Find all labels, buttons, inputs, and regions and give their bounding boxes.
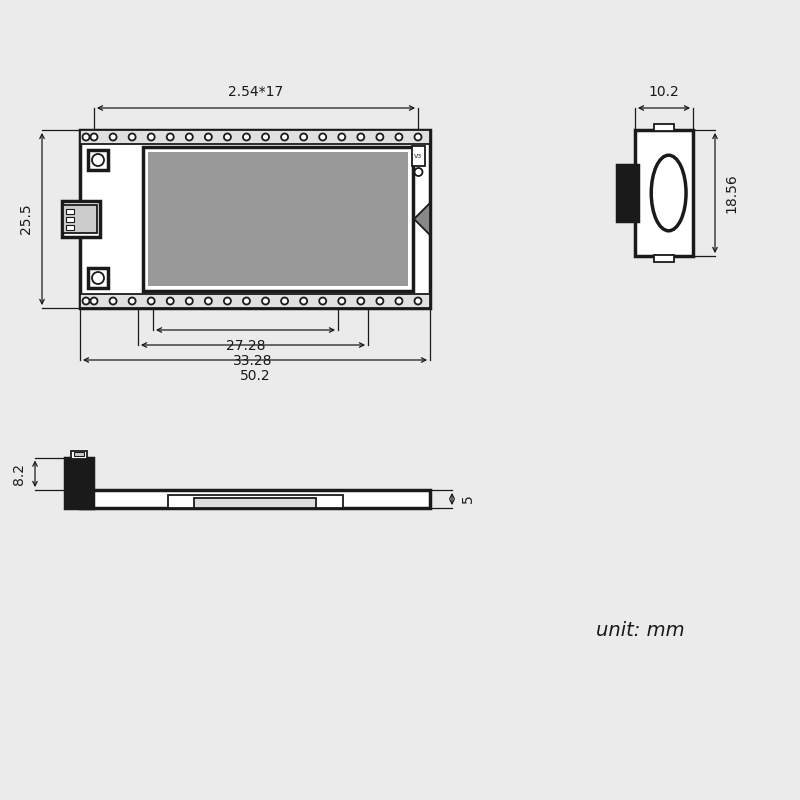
Bar: [635, 130, 693, 256]
Ellipse shape: [651, 155, 686, 230]
Bar: [74, 451, 84, 456]
Text: 8.2: 8.2: [12, 462, 26, 485]
Circle shape: [243, 134, 250, 141]
Bar: [62, 201, 100, 237]
Bar: [88, 150, 108, 170]
Bar: [412, 146, 425, 166]
Bar: [167, 495, 342, 508]
Circle shape: [90, 298, 98, 305]
Circle shape: [92, 272, 104, 284]
Circle shape: [300, 298, 307, 305]
Bar: [71, 450, 86, 458]
Bar: [80, 130, 430, 308]
Bar: [654, 255, 674, 262]
Circle shape: [414, 134, 422, 141]
Circle shape: [205, 134, 212, 141]
Text: 27.28: 27.28: [226, 339, 266, 353]
Circle shape: [338, 298, 346, 305]
Circle shape: [166, 134, 174, 141]
Bar: [654, 124, 674, 131]
Circle shape: [376, 298, 383, 305]
Circle shape: [110, 298, 117, 305]
Circle shape: [281, 298, 288, 305]
Circle shape: [414, 168, 422, 176]
Bar: [80, 294, 430, 308]
Text: V3: V3: [414, 154, 422, 158]
Circle shape: [395, 298, 402, 305]
Polygon shape: [414, 203, 430, 235]
Text: unit: mm: unit: mm: [596, 621, 684, 639]
Circle shape: [300, 134, 307, 141]
Circle shape: [319, 298, 326, 305]
Circle shape: [262, 134, 269, 141]
Bar: [66, 209, 74, 214]
Bar: [66, 225, 74, 230]
Circle shape: [395, 134, 402, 141]
Text: 18.56: 18.56: [724, 173, 738, 213]
Circle shape: [129, 134, 136, 141]
Circle shape: [243, 298, 250, 305]
Circle shape: [205, 298, 212, 305]
Circle shape: [92, 154, 104, 166]
Bar: [617, 166, 638, 221]
Bar: [88, 268, 108, 288]
Circle shape: [358, 298, 364, 305]
Circle shape: [224, 134, 231, 141]
Bar: [80, 130, 430, 144]
Text: 25.5: 25.5: [19, 204, 33, 234]
Circle shape: [281, 134, 288, 141]
Bar: [194, 498, 316, 508]
Circle shape: [338, 134, 346, 141]
Circle shape: [262, 298, 269, 305]
Bar: [148, 152, 408, 286]
Circle shape: [90, 134, 98, 141]
Text: 2.54*17: 2.54*17: [228, 85, 284, 99]
Circle shape: [186, 298, 193, 305]
Text: 50.2: 50.2: [240, 369, 270, 383]
Circle shape: [358, 134, 364, 141]
Circle shape: [82, 298, 90, 305]
Circle shape: [148, 298, 154, 305]
Text: 5: 5: [461, 494, 475, 503]
Bar: [80, 490, 430, 508]
Bar: [63, 205, 97, 233]
Circle shape: [82, 134, 90, 141]
Circle shape: [110, 134, 117, 141]
Bar: [66, 217, 74, 222]
Circle shape: [186, 134, 193, 141]
Circle shape: [414, 298, 422, 305]
Circle shape: [148, 134, 154, 141]
Text: 10.2: 10.2: [649, 85, 679, 99]
Text: 33.28: 33.28: [234, 354, 273, 368]
Circle shape: [224, 298, 231, 305]
Bar: [65, 458, 93, 508]
Circle shape: [319, 134, 326, 141]
Circle shape: [129, 298, 136, 305]
Circle shape: [166, 298, 174, 305]
Bar: [143, 147, 413, 291]
Circle shape: [376, 134, 383, 141]
